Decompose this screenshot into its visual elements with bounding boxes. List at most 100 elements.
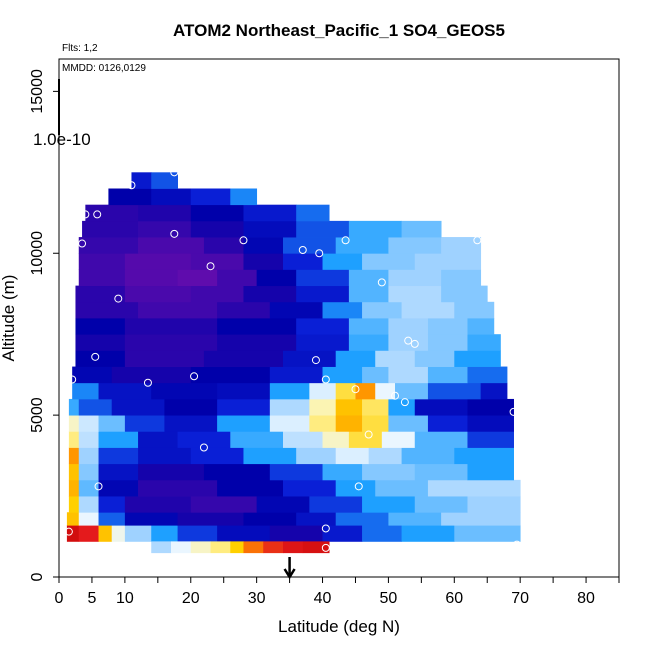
flight-point [143, 378, 152, 387]
heatmap-cell [388, 285, 442, 303]
x-tick-label: 80 [577, 590, 595, 607]
heatmap-cell [66, 525, 80, 542]
flight-point [190, 372, 199, 381]
arrow-head [283, 568, 296, 580]
heatmap-cell [414, 496, 468, 513]
heatmap-cell [375, 479, 429, 497]
heatmap-cell [362, 398, 389, 416]
heatmap-cell [177, 269, 218, 287]
heatmap-cell [467, 398, 514, 416]
flight-point [377, 278, 386, 287]
heatmap-cell [68, 447, 80, 465]
heatmap-cell [243, 541, 264, 554]
flight-point [206, 262, 215, 271]
heatmap-cell [230, 431, 284, 448]
flight-point [354, 482, 363, 491]
heatmap-cell [217, 382, 271, 400]
flight-point [170, 168, 179, 177]
heatmap-cell [388, 318, 429, 335]
flight-point [341, 236, 350, 245]
heatmap-cell [427, 415, 468, 432]
heatmap-cell [210, 541, 231, 554]
heatmap-cell [283, 479, 337, 497]
flight-point [311, 356, 320, 365]
flight-point [93, 210, 102, 219]
x-tick-label: 0 [55, 590, 64, 607]
heatmap-cell [322, 301, 363, 319]
heatmap-cell [296, 334, 350, 351]
heatmap-cell [190, 253, 244, 270]
heatmap-cell [78, 512, 99, 526]
heatmap-cell [111, 398, 165, 416]
heatmap-cell [98, 463, 139, 481]
heatmap-cell [203, 350, 284, 367]
heatmap-cell [243, 285, 297, 303]
flight-points [64, 168, 521, 552]
heatmap-cell [441, 512, 521, 526]
x-tick-label: 10 [116, 590, 134, 607]
heatmap-cell [283, 350, 337, 367]
flight-point [64, 527, 73, 536]
heatmap-cell [98, 512, 126, 526]
heatmap-cell [75, 318, 126, 335]
heatmap-cell [190, 447, 244, 465]
heatmap-cell [177, 512, 244, 526]
heatmap-cell [243, 220, 297, 238]
heatmap-cell [68, 496, 80, 513]
flight-point [78, 239, 87, 248]
heatmap-cell [309, 496, 363, 513]
heatmap-cell [131, 172, 152, 189]
heatmap-cell [124, 318, 218, 335]
heatmap-cell [296, 447, 337, 465]
heatmap-cell [322, 463, 363, 481]
heatmap-cell [362, 415, 389, 432]
heatmap-cell [138, 463, 205, 481]
heatmap-cell [467, 334, 501, 351]
x-axis: 0 5 10 20 30 40 50 60 70 80 [55, 577, 620, 607]
heatmap-cell [138, 220, 192, 238]
heatmap-cell [124, 415, 165, 432]
heatmap-cell [401, 525, 455, 542]
heatmap-cell [124, 496, 192, 513]
heatmap-cell [75, 285, 126, 303]
heatmap-cell [467, 431, 514, 448]
heatmap-cell [388, 334, 429, 351]
y-tick-label: 0 [29, 572, 46, 581]
heatmap-cell [78, 237, 139, 254]
flight-point [410, 339, 419, 348]
heatmap-cell [427, 366, 468, 384]
flight-point [315, 249, 324, 258]
heatmap-cell [72, 382, 99, 400]
heatmap-cell [335, 398, 363, 416]
heatmap-cell [388, 237, 442, 254]
heatmap-cell [283, 237, 337, 254]
flight-point [199, 443, 208, 452]
heatmap-cell [348, 269, 389, 287]
heatmap-cell [309, 382, 337, 400]
heatmap-cell [190, 366, 271, 384]
heatmap-cell [348, 318, 389, 335]
heatmap-cell [190, 496, 258, 513]
heatmap-cell [98, 525, 113, 542]
heatmap-cell [388, 512, 442, 526]
flight-point [68, 375, 77, 384]
heatmap-cell [203, 463, 271, 481]
heatmap-cell [467, 366, 508, 384]
flight-point [321, 524, 330, 533]
heatmap-cell [388, 366, 429, 384]
heatmap-cell [441, 285, 488, 303]
heatmap-cell [283, 253, 323, 270]
heatmap-cell [296, 512, 337, 526]
heatmap-cell [335, 512, 389, 526]
heatmap-cell [269, 415, 310, 432]
heatmap-cell [151, 188, 192, 206]
heatmap-cell [269, 301, 323, 319]
heatmap-cell [203, 237, 244, 254]
heatmap-cell [217, 269, 258, 287]
heatmap-cell [190, 204, 244, 222]
heatmap-cell [78, 496, 99, 513]
heatmap-cell [401, 301, 455, 319]
heatmap-cell [322, 253, 363, 270]
heatmap-cell [283, 541, 304, 554]
